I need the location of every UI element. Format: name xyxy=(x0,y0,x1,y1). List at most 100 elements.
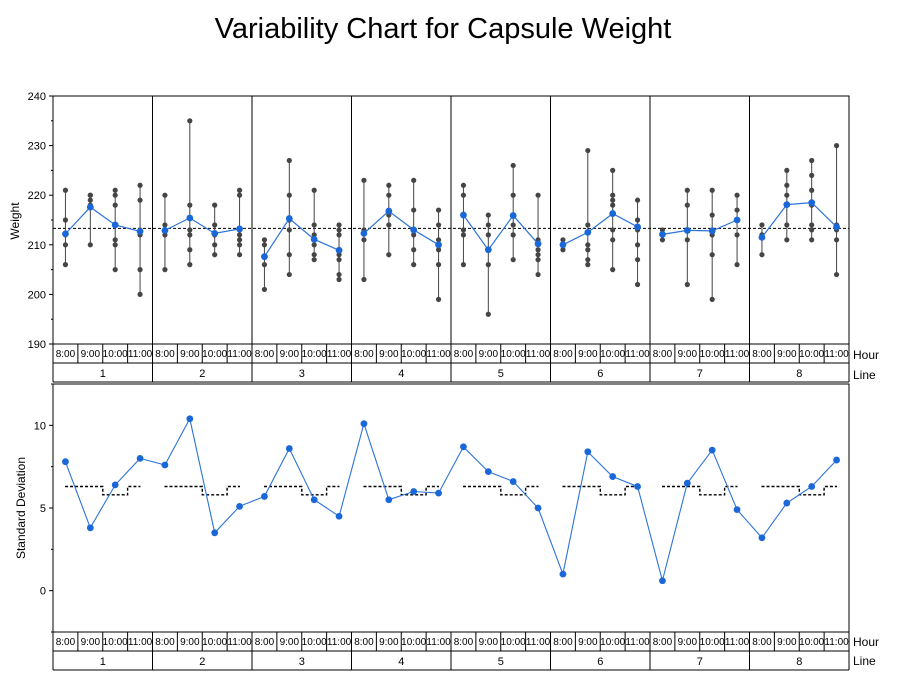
chart-title: Variability Chart for Capsule Weight xyxy=(215,13,672,45)
mean-point xyxy=(136,228,144,235)
weight-point xyxy=(485,311,491,317)
sd-hour-label: 10:00 xyxy=(202,637,227,648)
weight-point xyxy=(510,257,516,263)
weight-point xyxy=(485,262,491,268)
sd-point xyxy=(410,488,418,495)
sd-point xyxy=(783,499,791,507)
weight-line-label: 3 xyxy=(299,368,305,380)
weight-point xyxy=(187,247,193,253)
weight-point xyxy=(634,257,641,263)
weight-point xyxy=(336,232,342,238)
weight-point xyxy=(585,242,591,248)
weight-point xyxy=(236,187,243,193)
weight-hour-label: 11:00 xyxy=(824,349,849,360)
weight-y-tick-label: 210 xyxy=(28,240,46,252)
sd-point xyxy=(584,448,592,456)
sd-y-tick-label: 0 xyxy=(40,586,46,598)
weight-point xyxy=(535,192,541,198)
sd-point xyxy=(460,443,467,451)
weight-point xyxy=(460,192,467,198)
weight-panel: 190 200 210 220 230 240 xyxy=(28,91,850,351)
weight-point xyxy=(137,182,143,188)
weight-point xyxy=(212,242,218,248)
mean-point xyxy=(62,230,69,238)
weight-point xyxy=(411,177,417,183)
sd-hour-label: 8:00 xyxy=(56,637,76,648)
sd-hour-label: 9:00 xyxy=(678,637,698,648)
weight-point xyxy=(336,276,342,283)
weight-point xyxy=(435,222,442,228)
weight-point xyxy=(435,237,442,243)
sd-point xyxy=(758,534,766,542)
weight-point xyxy=(336,227,342,233)
weight-point xyxy=(610,192,616,198)
weight-point xyxy=(535,257,541,263)
weight-point xyxy=(634,281,641,288)
weight-point xyxy=(709,296,715,302)
sd-hour-label: 10:00 xyxy=(700,637,725,648)
weight-point xyxy=(784,182,790,188)
weight-point xyxy=(112,192,118,198)
sd-y-tick-label: 5 xyxy=(40,503,46,515)
weight-point xyxy=(311,252,317,258)
mean-point xyxy=(534,240,542,248)
sd-hour-label: 11:00 xyxy=(327,637,352,648)
mean-point xyxy=(833,223,840,231)
weight-point xyxy=(187,262,193,268)
weight-hour-label: 9:00 xyxy=(578,349,598,360)
weight-point xyxy=(585,247,591,253)
weight-point xyxy=(311,187,317,193)
weight-point xyxy=(809,157,815,164)
weight-hour-label: 8:00 xyxy=(155,349,175,360)
sd-point xyxy=(236,502,243,510)
weight-hour-label: 10:00 xyxy=(103,349,128,360)
mean-point xyxy=(634,223,641,231)
sd-y-tick-label: 10 xyxy=(34,420,46,432)
mean-line xyxy=(263,217,340,258)
weight-hour-label: 9:00 xyxy=(777,349,797,360)
weight-point xyxy=(87,242,93,248)
weight-point xyxy=(62,217,69,223)
weight-point xyxy=(286,157,292,164)
weight-point xyxy=(311,257,317,263)
weight-point xyxy=(684,281,690,288)
sd-point xyxy=(509,478,517,485)
weight-hour-label: 8:00 xyxy=(752,349,772,360)
weight-hour-label: 10:00 xyxy=(700,349,725,360)
weight-point xyxy=(435,247,442,253)
weight-point xyxy=(311,242,317,248)
sd-plot-frame xyxy=(52,383,850,633)
weight-point xyxy=(535,271,541,278)
sd-point xyxy=(435,489,442,497)
weight-point xyxy=(286,252,292,258)
weight-point xyxy=(659,227,666,233)
weight-point xyxy=(535,247,541,253)
sd-hour-label: 9:00 xyxy=(479,637,499,648)
weight-point xyxy=(460,232,467,238)
mean-point xyxy=(559,241,567,249)
weight-point xyxy=(809,222,815,228)
weight-line-label: 8 xyxy=(796,368,802,380)
mean-point xyxy=(261,253,268,261)
mean-point xyxy=(161,227,169,234)
sd-hour-label: 10:00 xyxy=(302,637,327,648)
mean-point xyxy=(584,229,592,236)
weight-line-label: 2 xyxy=(199,368,205,380)
weight-hour-label: 9:00 xyxy=(379,349,399,360)
weight-point xyxy=(236,242,243,248)
sd-line-label: 3 xyxy=(299,656,305,668)
weight-point xyxy=(510,232,516,238)
sd-hour-label: 11:00 xyxy=(625,637,650,648)
sd-hour-label: 8:00 xyxy=(155,637,175,648)
weight-point xyxy=(62,187,69,193)
weight-hour-label: 11:00 xyxy=(128,349,153,360)
weight-point xyxy=(236,232,243,238)
mean-point xyxy=(335,246,343,254)
sd-point xyxy=(310,496,318,504)
mean-point xyxy=(783,201,791,209)
weight-point xyxy=(485,212,491,218)
sd-hour-label: 11:00 xyxy=(227,637,252,648)
weight-point xyxy=(411,207,417,213)
